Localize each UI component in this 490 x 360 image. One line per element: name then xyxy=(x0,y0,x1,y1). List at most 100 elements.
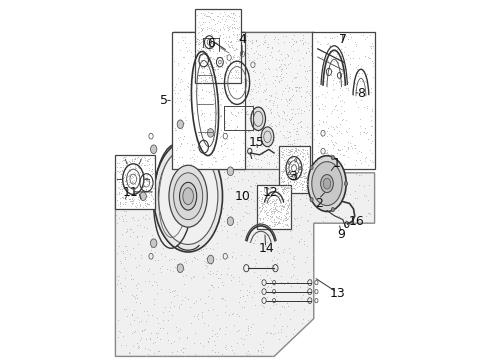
Point xyxy=(182,229,190,234)
Point xyxy=(150,278,158,284)
Point xyxy=(226,24,234,30)
Point xyxy=(179,274,187,279)
Point xyxy=(213,20,220,26)
Point xyxy=(338,68,345,74)
Point xyxy=(225,40,233,46)
Point xyxy=(271,222,279,228)
Point xyxy=(218,150,225,156)
Point xyxy=(285,138,293,144)
Point xyxy=(207,85,215,91)
Point xyxy=(217,75,224,81)
Point xyxy=(119,157,127,163)
Point xyxy=(229,54,237,60)
Point xyxy=(276,311,284,317)
Point xyxy=(200,128,208,134)
Point xyxy=(283,198,291,203)
Point xyxy=(206,124,214,130)
Point xyxy=(225,100,233,106)
Point xyxy=(219,295,227,301)
Point xyxy=(237,252,245,258)
Point xyxy=(279,187,287,193)
Point xyxy=(227,146,235,152)
Point xyxy=(218,156,226,162)
Point xyxy=(227,39,235,45)
Point xyxy=(200,44,208,49)
Point xyxy=(254,89,262,94)
Point xyxy=(178,69,186,75)
Point xyxy=(287,178,294,184)
Point xyxy=(184,84,192,90)
Point xyxy=(213,256,220,262)
Point xyxy=(226,58,234,64)
Point xyxy=(292,145,299,151)
Point xyxy=(225,144,233,149)
Point xyxy=(255,121,263,127)
Point xyxy=(232,231,240,237)
Point xyxy=(229,87,237,93)
Point xyxy=(239,105,246,111)
Point xyxy=(296,62,304,67)
Point xyxy=(234,33,242,39)
Point xyxy=(122,196,130,202)
Point xyxy=(213,67,221,72)
Point xyxy=(238,53,245,59)
Point xyxy=(301,74,309,80)
Point xyxy=(197,112,205,117)
Point xyxy=(261,40,269,45)
Point xyxy=(252,156,260,162)
Point xyxy=(275,78,283,84)
Point xyxy=(127,276,135,282)
Point xyxy=(215,166,222,172)
Point xyxy=(368,158,376,163)
Point xyxy=(218,96,225,102)
Point xyxy=(241,104,248,110)
Point xyxy=(215,33,223,39)
Point xyxy=(175,303,183,309)
Point xyxy=(295,239,303,245)
Point xyxy=(219,134,226,139)
Point xyxy=(244,211,251,216)
Point xyxy=(336,122,343,127)
Point xyxy=(344,80,352,85)
Point xyxy=(286,85,294,91)
Point xyxy=(295,88,303,94)
Point xyxy=(360,104,368,109)
Point xyxy=(222,16,230,22)
Point xyxy=(240,95,247,100)
Point xyxy=(199,35,207,41)
Point xyxy=(150,297,158,302)
Point xyxy=(199,19,207,24)
Point xyxy=(212,201,220,207)
Point xyxy=(264,213,272,219)
Point xyxy=(265,145,273,150)
Point xyxy=(283,167,291,173)
Point xyxy=(194,135,201,141)
Point xyxy=(209,46,217,52)
Point xyxy=(231,62,239,68)
Point xyxy=(245,162,252,167)
Point xyxy=(199,117,207,123)
Point xyxy=(251,112,259,118)
Point xyxy=(200,45,208,51)
Point xyxy=(276,280,284,285)
Point xyxy=(291,105,298,111)
Point xyxy=(150,180,158,185)
Point xyxy=(202,88,210,94)
Point xyxy=(273,214,281,220)
Point xyxy=(223,145,231,151)
Point xyxy=(231,75,239,81)
Point xyxy=(157,252,165,257)
Point xyxy=(298,146,306,152)
Point xyxy=(156,336,164,342)
Point xyxy=(271,200,279,206)
Point xyxy=(271,208,279,214)
Point xyxy=(198,161,206,167)
Point xyxy=(146,179,154,185)
Point xyxy=(245,197,252,203)
Point xyxy=(207,282,215,288)
Point xyxy=(292,84,300,90)
Point xyxy=(231,136,239,142)
Point xyxy=(207,45,215,51)
Point xyxy=(136,164,144,170)
Point xyxy=(359,32,367,37)
